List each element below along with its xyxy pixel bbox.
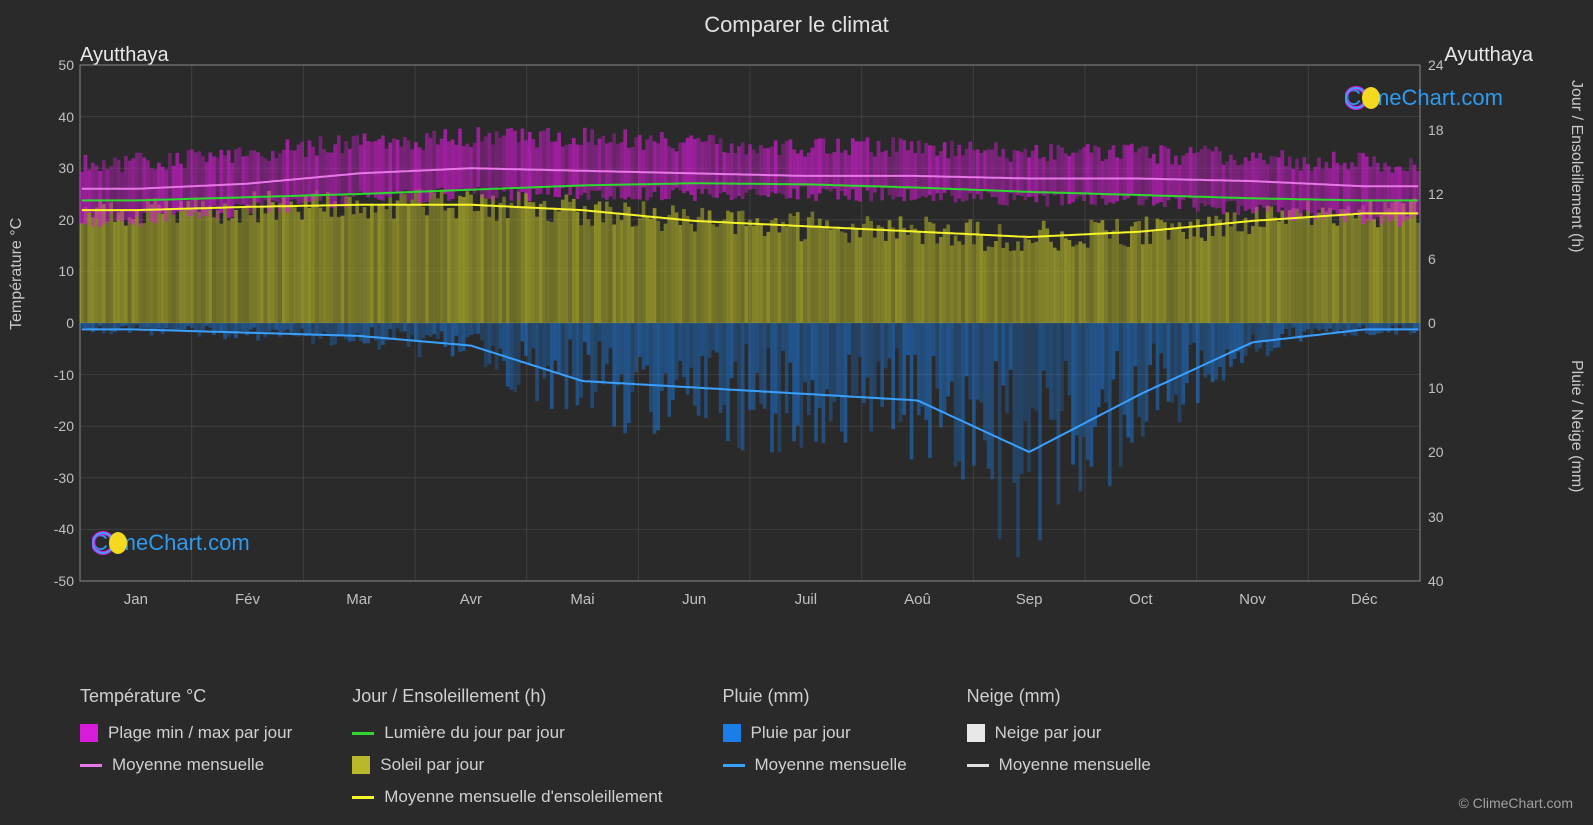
month-label: Mar xyxy=(346,591,372,608)
tick-temp: 50 xyxy=(58,57,74,73)
tick-temp: -30 xyxy=(54,470,74,486)
tick-daylight: 24 xyxy=(1428,57,1444,73)
month-label: Nov xyxy=(1239,591,1266,608)
tick-daylight: 6 xyxy=(1428,251,1436,267)
legend-rain-header: Pluie (mm) xyxy=(723,686,907,707)
legend: Température °C Plage min / max par jour … xyxy=(80,686,1533,807)
swatch-blue-line xyxy=(723,764,745,767)
watermark-bottom: ClimeChart.com xyxy=(92,530,250,556)
month-label: Jun xyxy=(682,591,706,608)
month-label: Déc xyxy=(1351,591,1378,608)
legend-col-day: Jour / Ensoleillement (h) Lumière du jou… xyxy=(352,686,662,807)
legend-temp-avg-label: Moyenne mensuelle xyxy=(112,755,264,775)
tick-temp: 30 xyxy=(58,160,74,176)
tick-temp: 40 xyxy=(58,109,74,125)
month-label: Aoû xyxy=(904,591,931,608)
legend-snow-daily-label: Neige par jour xyxy=(995,723,1102,743)
tick-daylight: 0 xyxy=(1428,315,1436,331)
tick-rain: 10 xyxy=(1428,380,1444,396)
legend-snow-daily: Neige par jour xyxy=(967,723,1151,743)
tick-temp: -40 xyxy=(54,521,74,537)
month-label: Mai xyxy=(570,591,594,608)
legend-temp-avg: Moyenne mensuelle xyxy=(80,755,292,775)
tick-rain: 30 xyxy=(1428,509,1444,525)
legend-rain-avg: Moyenne mensuelle xyxy=(723,755,907,775)
tick-rain: 40 xyxy=(1428,573,1444,589)
tick-temp: -20 xyxy=(54,418,74,434)
swatch-blue-box xyxy=(723,724,741,742)
tick-temp: 10 xyxy=(58,263,74,279)
month-label: Fév xyxy=(235,591,260,608)
legend-sun: Soleil par jour xyxy=(352,755,662,775)
month-label: Avr xyxy=(460,591,482,608)
legend-daylight-label: Lumière du jour par jour xyxy=(384,723,564,743)
tick-daylight: 18 xyxy=(1428,122,1444,138)
legend-sun-label: Soleil par jour xyxy=(380,755,484,775)
month-label: Oct xyxy=(1129,591,1152,608)
tick-rain: 20 xyxy=(1428,444,1444,460)
swatch-white-line xyxy=(967,764,989,767)
legend-temp-header: Température °C xyxy=(80,686,292,707)
legend-rain-daily-label: Pluie par jour xyxy=(751,723,851,743)
legend-temp-range-label: Plage min / max par jour xyxy=(108,723,292,743)
swatch-yellow-line xyxy=(352,796,374,799)
legend-col-temp: Température °C Plage min / max par jour … xyxy=(80,686,292,807)
month-label: Sep xyxy=(1016,591,1043,608)
legend-rain-avg-label: Moyenne mensuelle xyxy=(755,755,907,775)
legend-snow-header: Neige (mm) xyxy=(967,686,1151,707)
legend-snow-avg: Moyenne mensuelle xyxy=(967,755,1151,775)
legend-snow-avg-label: Moyenne mensuelle xyxy=(999,755,1151,775)
legend-rain-daily: Pluie par jour xyxy=(723,723,907,743)
tick-temp: 0 xyxy=(66,315,74,331)
legend-day-header: Jour / Ensoleillement (h) xyxy=(352,686,662,707)
legend-daylight: Lumière du jour par jour xyxy=(352,723,662,743)
month-label: Jan xyxy=(124,591,148,608)
legend-col-rain: Pluie (mm) Pluie par jour Moyenne mensue… xyxy=(723,686,907,807)
legend-temp-range: Plage min / max par jour xyxy=(80,723,292,743)
legend-sunavg: Moyenne mensuelle d'ensoleillement xyxy=(352,787,662,807)
watermark-top: ClimeChart.com xyxy=(1345,85,1503,111)
legend-col-snow: Neige (mm) Neige par jour Moyenne mensue… xyxy=(967,686,1151,807)
legend-sunavg-label: Moyenne mensuelle d'ensoleillement xyxy=(384,787,662,807)
swatch-magenta-line xyxy=(80,764,102,767)
copyright: © ClimeChart.com xyxy=(1458,795,1573,811)
month-label: Juil xyxy=(795,591,818,608)
tick-daylight: 12 xyxy=(1428,186,1444,202)
swatch-white-box xyxy=(967,724,985,742)
swatch-magenta-box xyxy=(80,724,98,742)
swatch-olive-box xyxy=(352,756,370,774)
tick-temp: -10 xyxy=(54,367,74,383)
tick-temp: -50 xyxy=(54,573,74,589)
tick-temp: 20 xyxy=(58,212,74,228)
swatch-green-line xyxy=(352,732,374,735)
